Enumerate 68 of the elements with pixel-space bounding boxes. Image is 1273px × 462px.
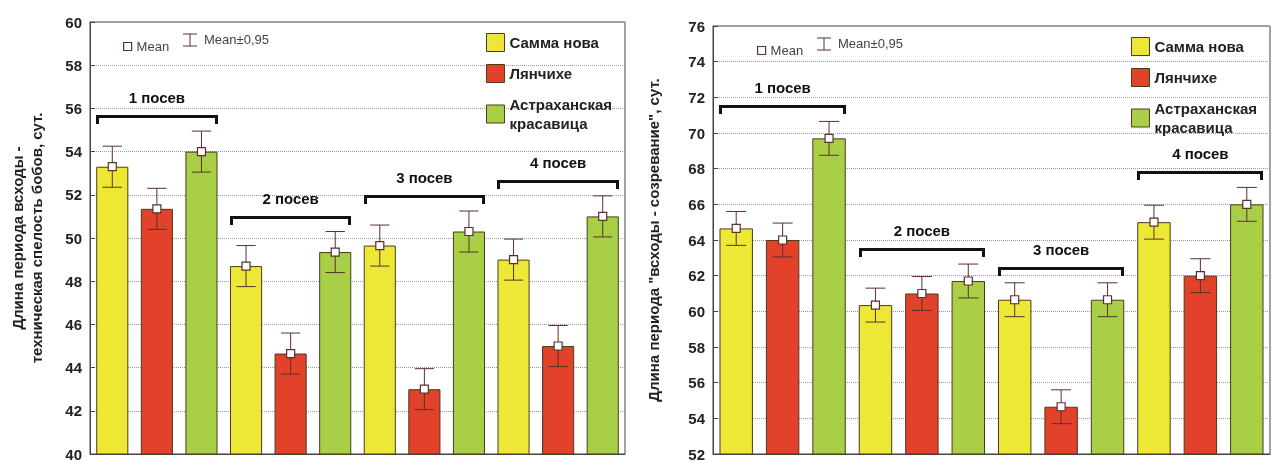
legend-label: Лянчихе bbox=[1154, 69, 1218, 86]
annotation: 4 посев bbox=[1172, 145, 1229, 163]
y-tick-label: 46 bbox=[65, 315, 82, 333]
annotation: 2 посев bbox=[893, 222, 951, 240]
y-tick-label: 72 bbox=[688, 88, 705, 106]
point bbox=[464, 226, 474, 237]
point bbox=[1242, 199, 1252, 209]
y-tick-label: 48 bbox=[65, 272, 82, 290]
y-tick-label: 70 bbox=[688, 124, 705, 142]
point bbox=[1010, 295, 1020, 305]
point bbox=[419, 384, 429, 394]
y-tick-label: 66 bbox=[688, 195, 705, 213]
point bbox=[508, 255, 519, 265]
point bbox=[1149, 217, 1159, 227]
y-tick-label: 58 bbox=[688, 338, 705, 356]
annotation: 3 посев bbox=[1032, 240, 1090, 258]
legend-label: Астраханская красавица bbox=[509, 96, 613, 132]
legend-label: Mean bbox=[136, 39, 170, 54]
y-tick-label: 68 bbox=[688, 160, 705, 178]
y-tick-label: 56 bbox=[688, 374, 705, 392]
point bbox=[917, 288, 927, 299]
point bbox=[870, 300, 881, 310]
point bbox=[963, 276, 973, 286]
point bbox=[731, 223, 741, 234]
point bbox=[196, 147, 207, 157]
y-tick-label: 60 bbox=[688, 302, 705, 320]
legend-label: Самма нова bbox=[509, 34, 600, 51]
y-tick-label: 64 bbox=[688, 231, 706, 249]
point bbox=[286, 348, 296, 359]
y-tick-label: 62 bbox=[688, 267, 705, 285]
annotation: 4 посев bbox=[529, 153, 587, 171]
point bbox=[1102, 295, 1113, 305]
y-tick-label: 40 bbox=[65, 445, 82, 462]
legend-label: Астраханская красавица bbox=[1154, 100, 1258, 136]
legend-label: Лянчихе bbox=[509, 65, 573, 82]
point bbox=[1195, 271, 1205, 281]
point bbox=[241, 261, 251, 271]
y-axis-title: Длина периода "всходы - созревание", сут. bbox=[645, 78, 662, 402]
y-tick-label: 52 bbox=[65, 186, 82, 204]
annotation: 1 посев bbox=[128, 89, 186, 107]
point bbox=[107, 162, 117, 172]
point bbox=[330, 247, 340, 257]
point bbox=[1056, 402, 1066, 412]
y-tick-label: 54 bbox=[688, 409, 706, 427]
annotation: Mean±0,95 bbox=[204, 32, 269, 47]
legend-label: Самма нова bbox=[1154, 38, 1245, 55]
y-tick-label: 76 bbox=[688, 17, 705, 35]
point bbox=[152, 204, 162, 214]
y-tick-label: 60 bbox=[65, 13, 82, 31]
y-axis-title: Длина периода всходы - техническая спелость бобов, сут. bbox=[9, 112, 45, 364]
y-tick-label: 52 bbox=[688, 445, 705, 462]
annotation: 3 посев bbox=[396, 169, 453, 186]
point bbox=[553, 341, 563, 351]
point bbox=[778, 235, 788, 245]
annotation: 2 посев bbox=[262, 189, 319, 207]
y-tick-label: 74 bbox=[688, 53, 706, 71]
annotation: 1 посев bbox=[754, 79, 811, 97]
point bbox=[375, 240, 385, 251]
y-tick-label: 54 bbox=[65, 143, 83, 161]
annotation: Mean±0,95 bbox=[838, 36, 903, 51]
point bbox=[598, 211, 608, 221]
legend-label: Mean bbox=[770, 43, 804, 58]
y-tick-label: 44 bbox=[65, 359, 83, 377]
y-tick-label: 50 bbox=[65, 229, 82, 247]
point bbox=[824, 133, 834, 143]
y-tick-label: 56 bbox=[65, 99, 82, 117]
y-tick-label: 42 bbox=[65, 402, 82, 420]
y-tick-label: 58 bbox=[65, 56, 82, 74]
